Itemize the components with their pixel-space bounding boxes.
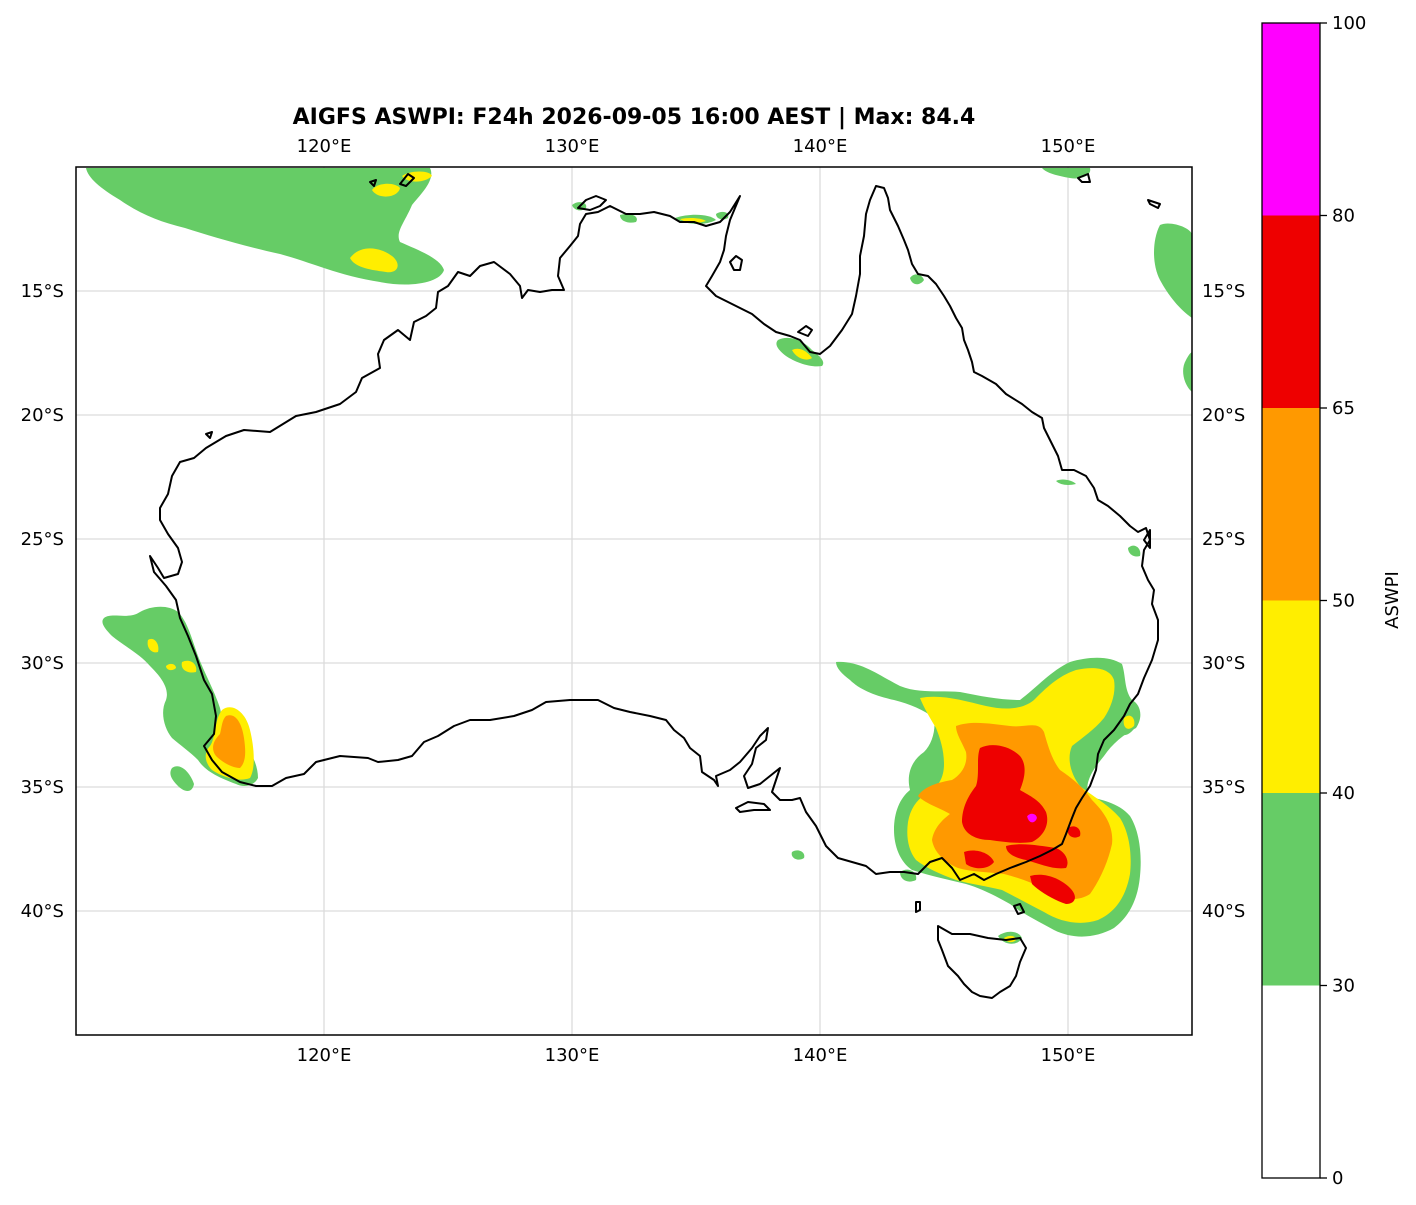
lat-labels-right: 15°S 20°S 25°S 30°S 35°S 40°S: [1202, 281, 1245, 922]
lon-label-bottom-130: 130°E: [545, 1045, 600, 1066]
contour-40-50-gulf: [792, 348, 812, 360]
contour-40-50-southeast-patch-d: [1123, 715, 1135, 729]
colorbar-ticks: 0 30 40 50 65 80 100: [1320, 13, 1366, 1189]
contour-30-40-cape-b: [1056, 479, 1076, 485]
colorbar-tick-label-30: 30: [1332, 976, 1355, 997]
contour-30-40-swwa: [102, 606, 258, 786]
lat-label-right-25: 25°S: [1202, 529, 1245, 550]
colorbar-tick-label-80: 80: [1332, 206, 1355, 227]
coastline-flinders-island: [1013, 903, 1025, 915]
colorbar-bands: [1262, 23, 1320, 1178]
lat-label-left-20: 20°S: [21, 405, 64, 426]
colorbar-band-30-40: [1262, 793, 1320, 986]
coastline-islands-b: [205, 431, 213, 439]
coastline-islands-a: [1147, 199, 1161, 209]
colorbar-band-50-65: [1262, 408, 1320, 601]
contour-50-65-swwa: [213, 715, 246, 768]
colorbar-tick-label-40: 40: [1332, 783, 1355, 804]
colorbar-tick-label-50: 50: [1332, 591, 1355, 612]
contour-30-40-coral-edge-b: [1183, 352, 1192, 392]
coastline-islands-c: [369, 179, 377, 187]
lat-label-left-30: 30°S: [21, 653, 64, 674]
contour-40-50-swwa-dot-c: [166, 663, 176, 671]
lat-label-right-30: 30°S: [1202, 653, 1245, 674]
lon-labels-top: 120°E 130°E 140°E 150°E: [297, 136, 1096, 157]
colorbar-label: ASWPI: [1382, 571, 1403, 629]
colorbar-tick-label-100: 100: [1332, 13, 1366, 34]
contour-80-100-southeast: [1024, 811, 1040, 825]
map-panel: [75, 166, 1193, 1036]
colorbar-tick-label-0: 0: [1332, 1168, 1343, 1189]
contour-30-40-arafura-b: [620, 213, 637, 223]
lon-label-bottom-140: 140°E: [793, 1045, 848, 1066]
coastline-king-island: [915, 901, 921, 913]
contour-65-80-southeast-d: [964, 850, 994, 869]
colorbar-band-40-50: [1262, 600, 1320, 793]
map-title: AIGFS ASWPI: F24h 2026-09-05 16:00 AEST …: [293, 105, 976, 130]
coastline-kangaroo-island: [735, 801, 771, 813]
coastline-islands-d: [399, 173, 415, 187]
lat-label-right-20: 20°S: [1202, 405, 1245, 426]
colorbar-band-80-100: [1262, 23, 1320, 216]
contour-40-50-swwa-dot-a: [147, 638, 159, 653]
coastline-tasmania: [937, 925, 1027, 999]
coastline-groote: [729, 255, 743, 271]
lat-label-right-40: 40°S: [1202, 901, 1245, 922]
lon-labels-bottom: 120°E 130°E 140°E 150°E: [297, 1045, 1096, 1066]
lon-label-top-120: 120°E: [297, 136, 352, 157]
lat-label-right-35: 35°S: [1202, 777, 1245, 798]
coastline-melville-island: [577, 195, 607, 211]
contour-40-50-timor-b: [372, 183, 400, 197]
lat-label-right-15: 15°S: [1202, 281, 1245, 302]
lat-label-left-25: 25°S: [21, 529, 64, 550]
contour-30-40-coral: [1042, 168, 1091, 179]
contour-65-80-southeast-c: [1030, 874, 1075, 904]
contour-30-40-swwa-small: [170, 766, 194, 791]
lat-label-left-15: 15°S: [21, 281, 64, 302]
lon-label-top-150: 150°E: [1041, 136, 1096, 157]
coastline-australia: [149, 185, 1159, 881]
lon-label-bottom-120: 120°E: [297, 1045, 352, 1066]
contour-30-40-southeast-patch-a: [791, 850, 805, 860]
lon-label-top-140: 140°E: [793, 136, 848, 157]
contour-30-40-coral-edge-a: [1154, 223, 1192, 318]
lat-label-left-40: 40°S: [21, 901, 64, 922]
coastline-islands-e: [1077, 173, 1091, 183]
colorbar: 0 30 40 50 65 80 100 ASWPI: [1261, 13, 1403, 1189]
colorbar-tick-label-65: 65: [1332, 398, 1355, 419]
map-frame: [75, 166, 1193, 1036]
lat-label-left-35: 35°S: [21, 777, 64, 798]
contour-30-40-coast-c: [1128, 545, 1141, 557]
contour-40-50-swwa-dot-b: [181, 660, 197, 673]
contour-40-50-timor-a: [350, 248, 398, 273]
lon-label-bottom-150: 150°E: [1041, 1045, 1096, 1066]
aswpi-contours: [86, 168, 1192, 944]
lat-labels-left: 15°S 20°S 25°S 30°S 35°S 40°S: [21, 281, 64, 922]
contour-65-80-southeast-e: [1067, 826, 1081, 838]
lon-label-top-130: 130°E: [545, 136, 600, 157]
coastline-mornington: [797, 325, 813, 337]
colorbar-band-65-80: [1262, 215, 1320, 408]
contour-30-40-cape-a: [910, 274, 924, 285]
colorbar-band-0-30: [1262, 985, 1320, 1178]
coastline-fraser: [1143, 529, 1151, 549]
coastlines: [149, 173, 1161, 999]
